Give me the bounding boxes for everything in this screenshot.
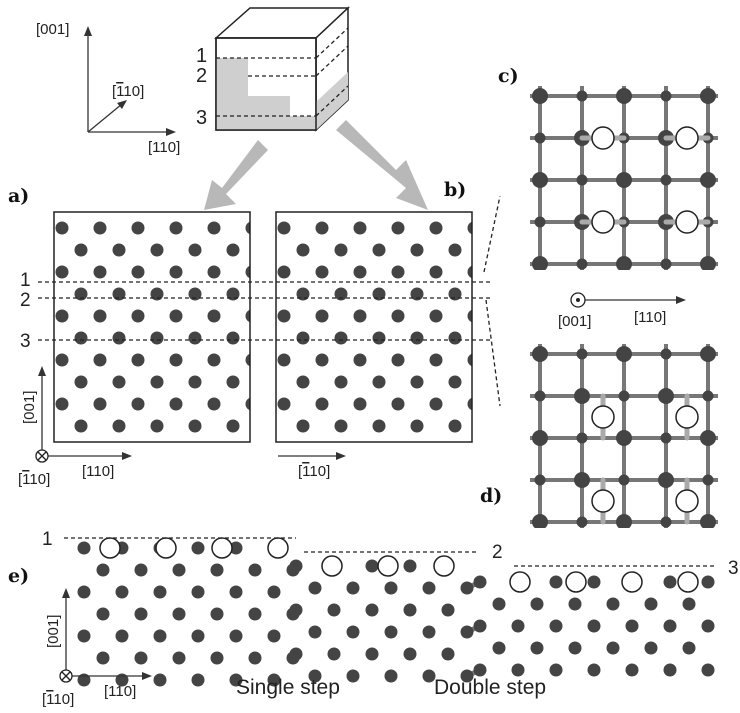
crystal-cube: 1 2 3 bbox=[196, 6, 350, 132]
cube-axes: [001] [110] [110] bbox=[36, 21, 180, 156]
panel-b-atoms bbox=[277, 212, 472, 442]
panel-b-label: b) bbox=[444, 179, 466, 201]
panel-c-axes: [001] [110] bbox=[558, 292, 686, 330]
panel-a-axis-110-label: [110] bbox=[82, 463, 114, 480]
panel-c-dimers bbox=[579, 126, 711, 234]
panel-b-axes: [110] bbox=[278, 452, 346, 480]
panel-c-lattice bbox=[530, 86, 718, 270]
cube-level-1-label: 1 bbox=[196, 45, 207, 67]
panel-d-dimers bbox=[591, 393, 699, 525]
panel-a-level-3-label: 3 bbox=[20, 331, 31, 352]
panel-c-axis-110-label: [110] bbox=[634, 309, 666, 326]
panel-e-axis-110bar-label: [110] bbox=[42, 691, 74, 708]
panel-a-lattice bbox=[53, 211, 251, 443]
panel-e-axes: [001] [110] [110] bbox=[42, 588, 152, 708]
panel-a-axis-001-label: [001] bbox=[21, 391, 38, 424]
single-step-label: Single step bbox=[236, 676, 340, 699]
panel-e-label: e) bbox=[8, 565, 29, 587]
panel-a-level-2-label: 2 bbox=[20, 290, 31, 311]
panel-a-atoms bbox=[55, 212, 250, 442]
panel-e-level-1-label: 1 bbox=[42, 529, 53, 550]
cube-level-2-label: 2 bbox=[196, 65, 207, 87]
panel-e-axis-001-label: [001] bbox=[45, 615, 62, 648]
panel-a-axis-110bar-label: [110] bbox=[18, 471, 50, 488]
panel-e-level-lines: 1 2 3 bbox=[42, 529, 739, 579]
panel-a-label: a) bbox=[8, 185, 29, 207]
panel-e-bonds bbox=[290, 563, 483, 679]
panel-b-axis-110bar-label: [110] bbox=[298, 463, 330, 480]
panel-e-level-3-label: 3 bbox=[728, 558, 739, 579]
panel-e-lattice bbox=[77, 537, 715, 687]
panel-e-axis-110-label: [110] bbox=[104, 683, 136, 700]
panel-a-axes: [001] [110] [110] bbox=[18, 366, 132, 488]
double-step-label: Double step bbox=[434, 676, 546, 699]
panel-c-atoms bbox=[532, 88, 716, 270]
cube-axis-110bar-label: [110] bbox=[112, 83, 144, 100]
panel-d-label: d) bbox=[480, 485, 502, 507]
panel-c-label: c) bbox=[498, 65, 519, 87]
cube-axis-001-label: [001] bbox=[36, 21, 69, 38]
panel-a-level-1-label: 1 bbox=[20, 270, 31, 291]
panel-d-atoms bbox=[532, 346, 716, 528]
panel-c-axis-001-label: [001] bbox=[558, 313, 591, 330]
panel-e-dimers bbox=[99, 537, 699, 593]
panel-ab-level-lines: 1 2 3 bbox=[20, 195, 501, 407]
cube-axis-110-label: [110] bbox=[148, 139, 180, 156]
arrow-to-b bbox=[336, 120, 428, 210]
cube-level-3-label: 3 bbox=[196, 107, 207, 129]
projection-arrows bbox=[204, 120, 428, 210]
arrow-to-a bbox=[204, 140, 268, 210]
panel-b-lattice bbox=[275, 211, 473, 443]
panel-d-lattice bbox=[530, 344, 718, 528]
panel-e-level-2-label: 2 bbox=[492, 542, 503, 563]
